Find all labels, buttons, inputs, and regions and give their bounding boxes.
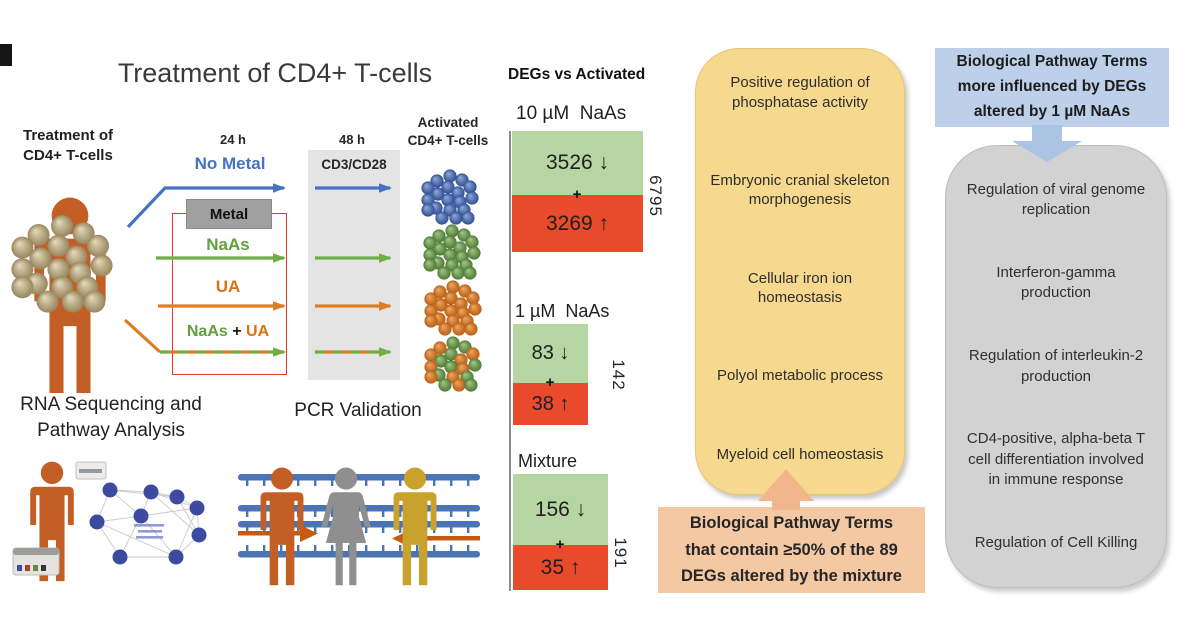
treatment-label-line1: Treatment of bbox=[22, 127, 113, 144]
degs-header: DEGs vs Activated bbox=[508, 66, 646, 83]
combo-ua: UA bbox=[246, 323, 270, 340]
chart1-down-bar: 3526 ↓ bbox=[512, 131, 643, 195]
chart1-label: 10 µM NaAs bbox=[516, 103, 627, 124]
chart3-up-bar: 35 ↑ bbox=[513, 545, 608, 590]
pcr-graphic bbox=[238, 474, 480, 558]
chart2-up-bar: 38 ↑ bbox=[513, 383, 588, 425]
no-metal-label: No Metal bbox=[194, 154, 266, 173]
chart2-plus: + bbox=[545, 374, 555, 392]
chart3-total: 191 bbox=[611, 537, 630, 569]
pathway-term: Myeloid cell homeostasis bbox=[716, 445, 884, 463]
naas-label: NaAs bbox=[206, 235, 250, 254]
naas-plus-ua-label: NaAs + UA bbox=[164, 323, 292, 341]
pathway-term: Polyol metabolic process bbox=[717, 367, 883, 385]
pathway-network bbox=[89, 482, 207, 565]
chart3-label: Mixture bbox=[518, 451, 578, 471]
chart3-plus: + bbox=[555, 536, 565, 554]
activated-cells-label: Activated CD4+ T-cells bbox=[407, 115, 489, 148]
edge-artifact bbox=[0, 44, 12, 66]
chart2-total: 142 bbox=[609, 359, 628, 391]
pathway-term: Regulation of viral genome replication bbox=[966, 181, 1146, 219]
chart2-label: 1 µM NaAs bbox=[515, 301, 610, 321]
naas-pathways-caption: Biological Pathway Terms more influenced… bbox=[935, 48, 1169, 127]
chart1-up-bar: 3269 ↑ bbox=[512, 195, 643, 252]
naas-pathways-panel: Regulation of viral genome replication I… bbox=[945, 145, 1167, 588]
cd3-cd28-band bbox=[308, 150, 400, 380]
mixture-pathways-caption: Biological Pathway Terms that contain ≥5… bbox=[658, 507, 925, 593]
pathway-term: Regulation of Cell Killing bbox=[974, 533, 1138, 551]
treatment-label: Treatment of CD4+ T-cells bbox=[6, 126, 130, 167]
time-24h-label: 24 h bbox=[219, 132, 246, 147]
pathway-term: Regulation of interleukin-2 production bbox=[968, 347, 1144, 385]
chart3-down-bar: 156 ↓ bbox=[513, 474, 608, 545]
rna-seq-title: RNA Sequencing and Pathway Analysis bbox=[20, 394, 202, 441]
sequencer-machines bbox=[12, 461, 107, 576]
pathway-term: Interferon-gamma production bbox=[996, 264, 1116, 302]
figure-title: Treatment of CD4+ T-cells bbox=[117, 58, 433, 88]
time-48h-label: 48 h bbox=[338, 132, 365, 147]
combo-naas: NaAs bbox=[186, 323, 228, 340]
chart1-total: 6795 bbox=[646, 175, 665, 217]
pathway-term: Cellular iron ion homeostasis bbox=[747, 269, 853, 307]
chart2-down-bar: 83 ↓ bbox=[513, 324, 588, 383]
ua-label: UA bbox=[215, 277, 241, 296]
treatment-label-line2: CD4+ T-cells bbox=[23, 147, 113, 165]
pathway-term: CD4-positive, alpha-beta T cell differen… bbox=[966, 430, 1146, 488]
pathway-term: Positive regulation of phosphatase activ… bbox=[730, 74, 870, 111]
pcr-validation-title: PCR Validation bbox=[294, 400, 422, 421]
combo-plus: + bbox=[227, 323, 247, 340]
chart1-plus: + bbox=[572, 186, 582, 204]
deg-axis-line bbox=[509, 131, 511, 591]
mixture-pathways-panel: Positive regulation of phosphatase activ… bbox=[695, 48, 905, 495]
pathway-term: Embryonic cranial skeleton morphogenesis bbox=[710, 171, 890, 209]
cd3-cd28-label: CD3/CD28 bbox=[321, 157, 387, 172]
metal-box: Metal bbox=[186, 199, 272, 229]
